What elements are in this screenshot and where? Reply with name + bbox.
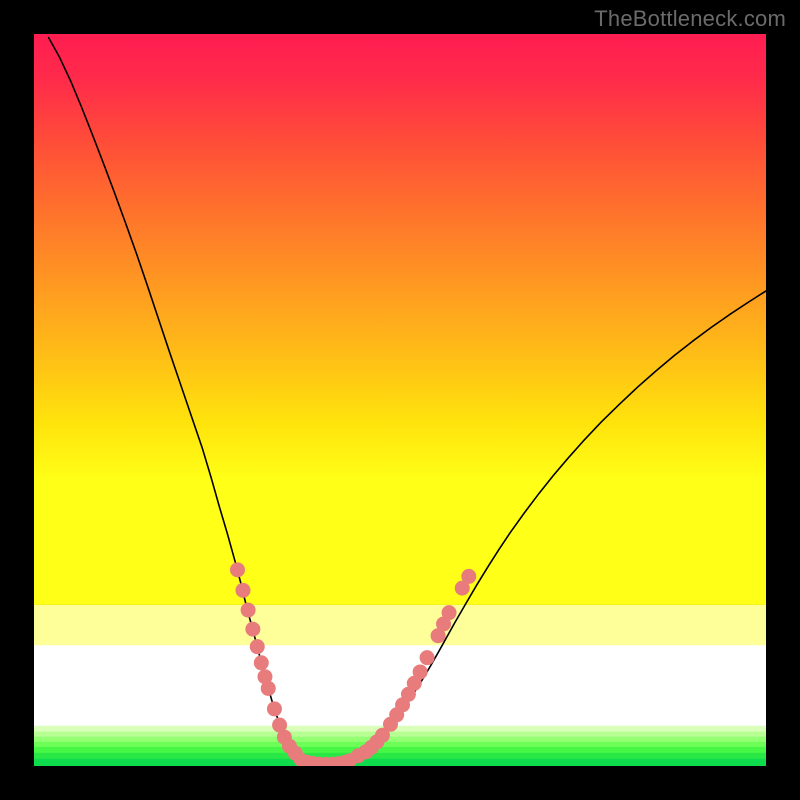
watermark-text: TheBottleneck.com [594, 6, 786, 32]
plot-area [34, 34, 766, 766]
chart-container: TheBottleneck.com [0, 0, 800, 800]
plot-svg [34, 34, 766, 766]
